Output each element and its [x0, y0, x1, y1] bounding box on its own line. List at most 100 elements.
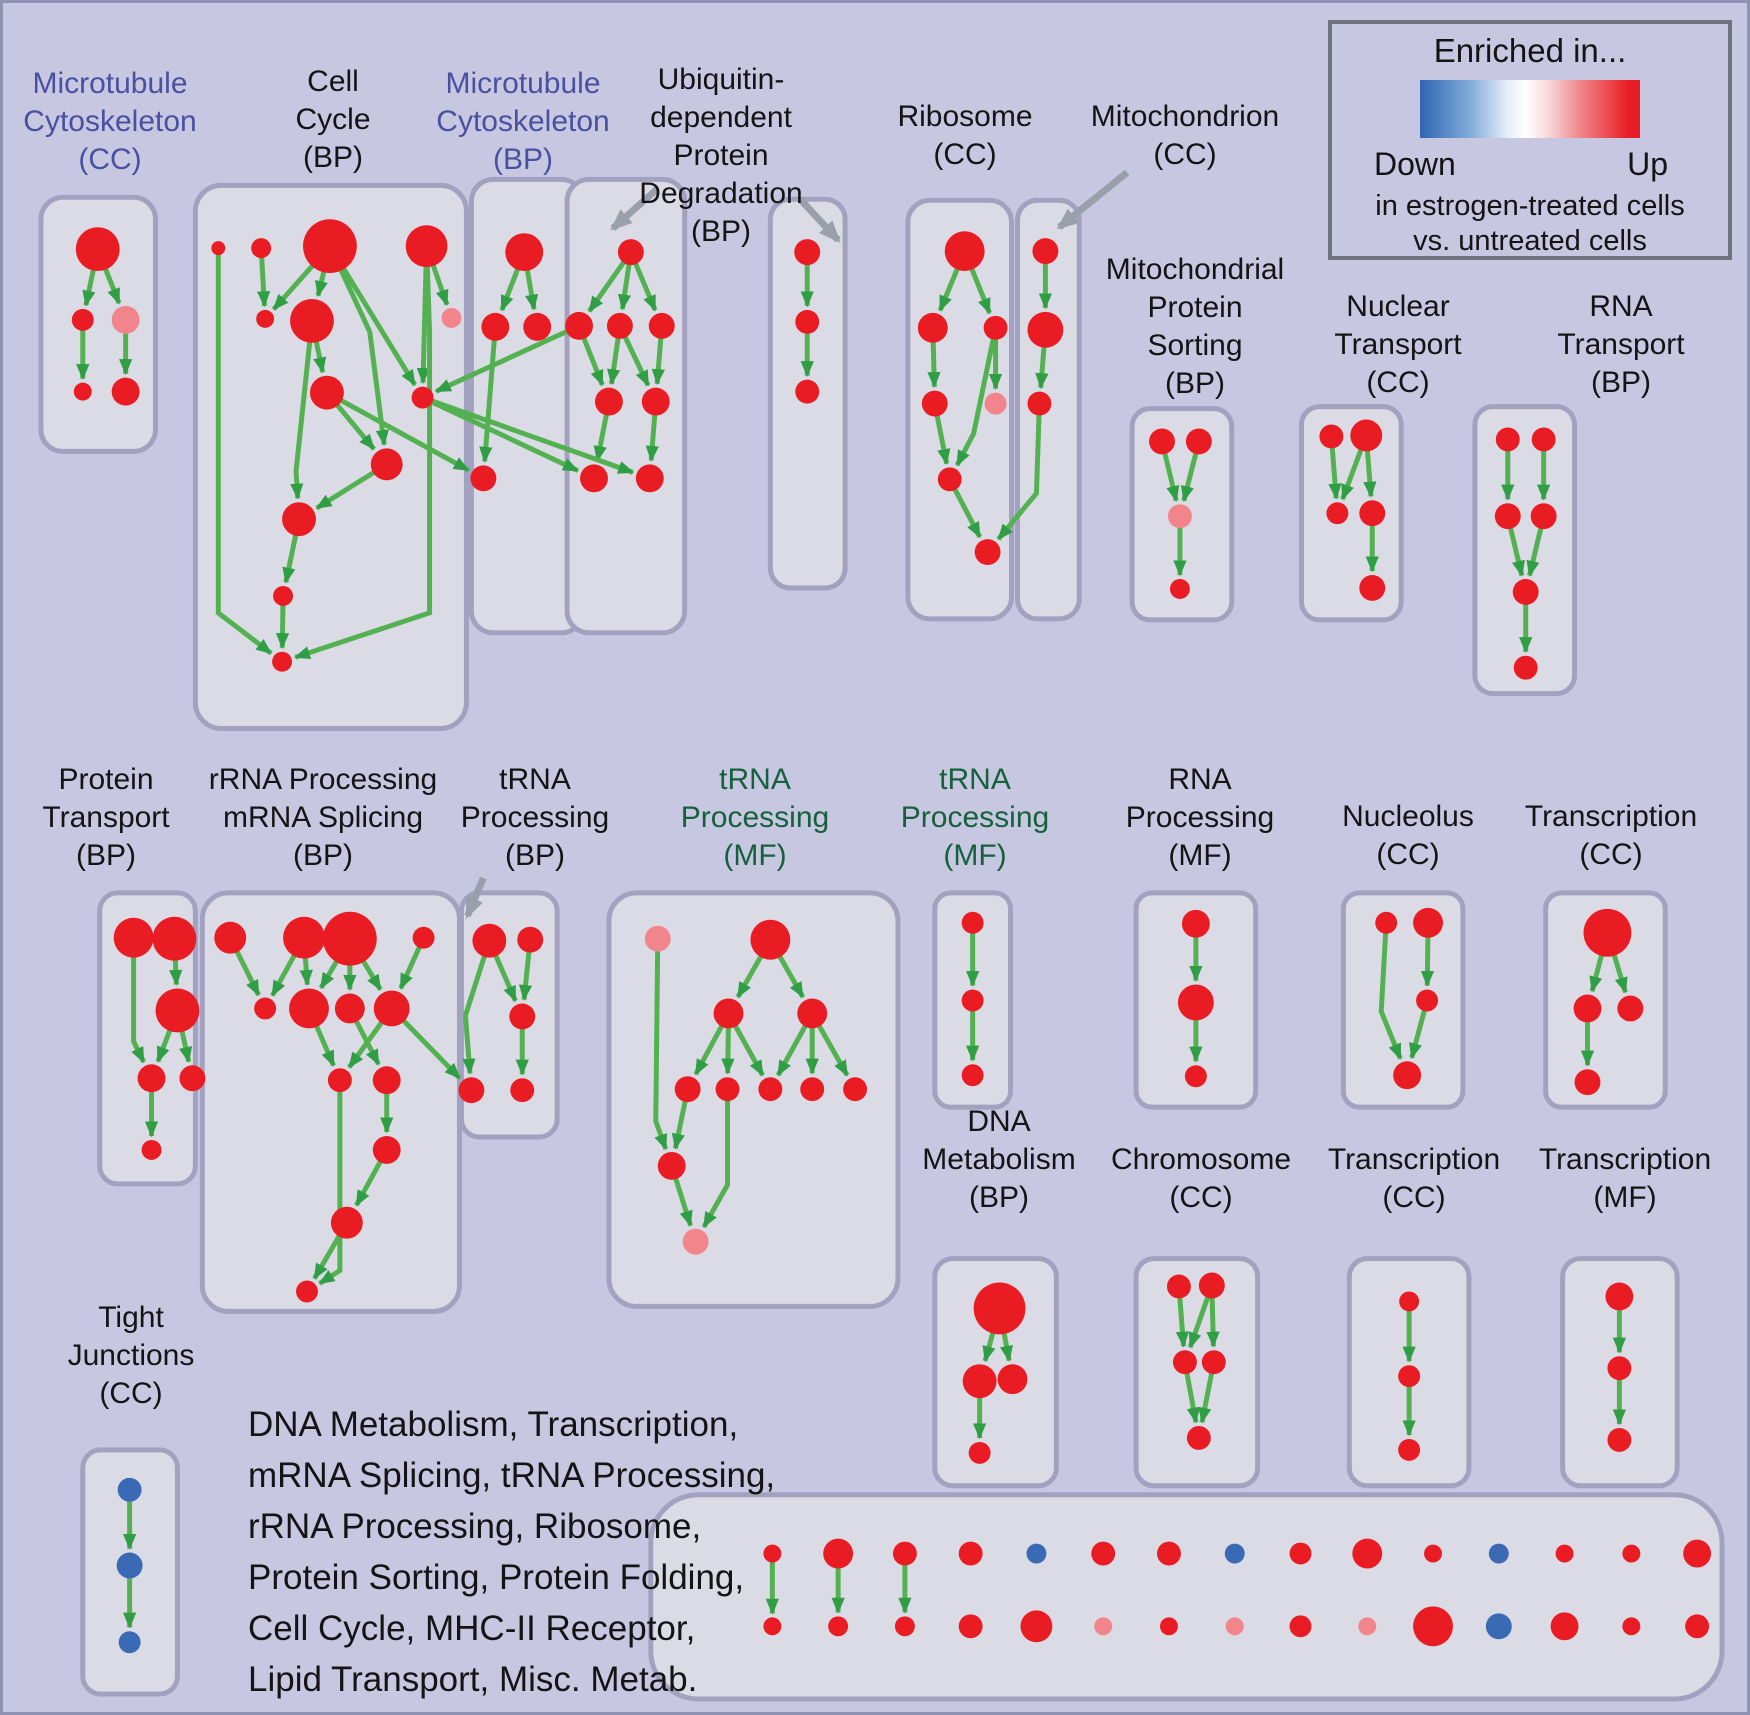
- gene-node: [116, 1552, 143, 1579]
- gene-node: [1350, 419, 1383, 452]
- gene-node: [794, 239, 821, 266]
- go-term-box-nucleolus: [1340, 890, 1466, 1110]
- group-label-chromosome-cc: Chromosome (CC): [1110, 1143, 1292, 1214]
- interaction-edge: [954, 327, 999, 467]
- gene-node: [682, 1228, 709, 1255]
- interaction-edge: [215, 248, 273, 656]
- gene-node: [256, 309, 275, 328]
- gene-node: [763, 1544, 782, 1563]
- pointer-arrow: [464, 876, 487, 920]
- gene-node: [1393, 1061, 1422, 1090]
- group-label-nucleolus-cc: Nucleolus (CC): [1342, 800, 1474, 871]
- gene-node: [795, 379, 820, 404]
- gene-node: [117, 1477, 142, 1502]
- gene-node: [580, 464, 608, 493]
- gene-node: [1605, 1282, 1634, 1311]
- gene-node: [71, 308, 94, 331]
- gene-node: [997, 1364, 1028, 1395]
- interaction-edge: [327, 245, 389, 446]
- gene-node: [273, 585, 294, 606]
- gene-node: [272, 651, 293, 672]
- gene-node: [1032, 238, 1059, 265]
- gene-node: [944, 231, 985, 272]
- gene-node: [674, 1076, 701, 1103]
- gene-node: [322, 911, 377, 966]
- gene-node: [289, 988, 329, 1029]
- gene-node: [412, 926, 435, 949]
- go-term-box-transcription-cc-box-a: [1543, 890, 1668, 1110]
- gene-node: [1413, 1606, 1453, 1647]
- interaction-edge: [325, 390, 470, 473]
- gene-node: [1167, 504, 1192, 529]
- gene-node: [75, 227, 120, 272]
- gene-node: [565, 311, 593, 340]
- gene-node: [1027, 391, 1052, 416]
- gene-node: [758, 1077, 783, 1102]
- gene-node: [750, 919, 791, 960]
- gene-node: [961, 911, 984, 934]
- gene-node: [1352, 1538, 1383, 1569]
- gene-node: [1398, 1365, 1421, 1388]
- group-label-trna-processing-mf-a: tRNA Processing (MF): [680, 763, 830, 872]
- group-label-rrna-mrna-bp: rRNA Processing mRNA Splicing (BP): [208, 763, 438, 872]
- gene-node: [523, 312, 552, 341]
- gene-node: [968, 1441, 991, 1464]
- gene-node: [1555, 1544, 1574, 1563]
- gene-node: [1186, 1426, 1211, 1450]
- gene-node: [1683, 1539, 1712, 1568]
- gene-node: [1169, 578, 1190, 599]
- gene-node: [1094, 1617, 1113, 1636]
- gene-node: [635, 464, 664, 493]
- legend-note-line1: in estrogen-treated cells: [1375, 190, 1685, 222]
- gene-node: [1326, 502, 1349, 525]
- gene-node: [800, 1077, 825, 1102]
- group-label-protein-transport-bp: Protein Transport (BP): [42, 763, 170, 872]
- go-term-box-dna-metab: [932, 1256, 1059, 1489]
- gene-node: [113, 917, 154, 958]
- legend-title: Enriched in...: [1433, 32, 1627, 69]
- gene-node: [179, 1065, 206, 1092]
- group-label-nuclear-transport-cc: Nuclear Transport (CC): [1334, 290, 1462, 399]
- gene-node: [118, 1631, 141, 1654]
- gene-node: [251, 238, 272, 259]
- gene-node: [1607, 1427, 1632, 1452]
- gene-node: [1530, 503, 1557, 530]
- gene-node: [823, 1538, 854, 1569]
- gene-node: [1149, 428, 1175, 455]
- gene-node: [254, 997, 277, 1020]
- gene-node: [152, 916, 197, 961]
- group-label-microtubule-bp: Microtubule Cytoskeleton (BP): [436, 67, 610, 176]
- gene-node: [1157, 1541, 1181, 1566]
- gene-node: [1531, 427, 1556, 452]
- gene-node: [921, 390, 948, 417]
- gene-node: [617, 239, 644, 266]
- gene-node: [330, 1206, 363, 1239]
- gene-node: [1359, 574, 1386, 601]
- gene-node: [962, 1364, 997, 1399]
- gene-node: [644, 925, 671, 952]
- gene-node: [1319, 424, 1344, 449]
- gene-node: [1424, 1544, 1443, 1563]
- gene-node: [828, 1616, 849, 1637]
- group-label-transcription-cc-b: Transcription (CC): [1327, 1143, 1501, 1214]
- interaction-edge: [653, 938, 669, 1151]
- gene-node: [334, 993, 365, 1024]
- gene-node: [594, 387, 623, 416]
- gene-node: [1488, 1543, 1509, 1564]
- gene-node: [1027, 311, 1064, 348]
- go-term-box-prot-transport: [97, 890, 198, 1187]
- group-label-mitochondrion-cc: Mitochondrion (CC): [1090, 100, 1280, 171]
- gene-node: [373, 990, 410, 1027]
- gene-node: [974, 539, 1001, 566]
- gene-node: [290, 298, 334, 343]
- interaction-edge: [290, 320, 315, 500]
- legend-gradient-bar: [1420, 80, 1640, 138]
- gene-node: [1224, 1543, 1245, 1564]
- legend: Enriched in... Down Up in estrogen-treat…: [1328, 20, 1732, 260]
- gene-node: [458, 1077, 485, 1104]
- legend-note-line2: vs. untreated cells: [1413, 225, 1647, 257]
- gene-node: [763, 1617, 782, 1636]
- group-label-microtubule-cc: Microtubule Cytoskeleton (CC): [23, 67, 197, 176]
- gene-node: [137, 1064, 166, 1093]
- gene-node: [1685, 1614, 1710, 1639]
